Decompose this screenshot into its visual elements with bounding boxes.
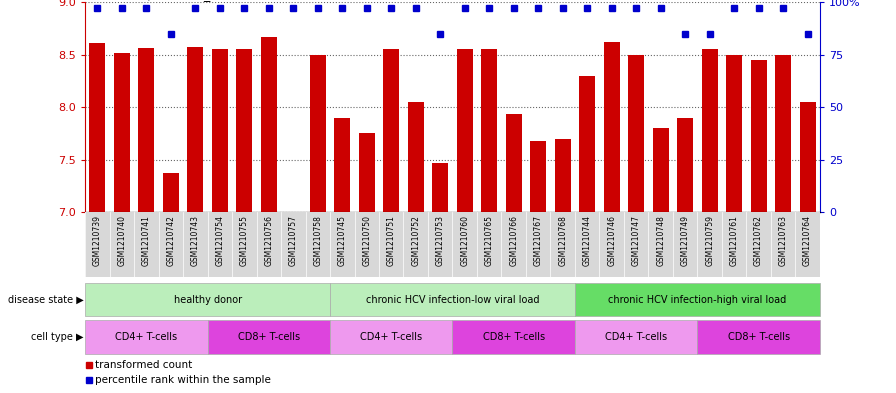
Text: GSM1210744: GSM1210744 <box>582 215 591 266</box>
Bar <box>751 60 767 212</box>
Bar <box>310 55 326 212</box>
Text: cell type ▶: cell type ▶ <box>30 332 83 342</box>
Bar <box>530 141 547 212</box>
Bar <box>579 75 595 212</box>
Text: CD8+ T-cells: CD8+ T-cells <box>237 332 300 342</box>
Bar <box>408 102 424 212</box>
Bar <box>702 49 718 212</box>
Text: CD8+ T-cells: CD8+ T-cells <box>483 332 545 342</box>
Bar <box>334 118 350 212</box>
Text: GSM1210748: GSM1210748 <box>656 215 665 266</box>
Text: GSM1210739: GSM1210739 <box>93 215 102 266</box>
Bar <box>457 49 473 212</box>
Bar <box>697 320 820 354</box>
Bar <box>775 55 791 212</box>
Text: GSM1210757: GSM1210757 <box>289 215 297 266</box>
Text: GSM1210747: GSM1210747 <box>632 215 641 266</box>
Text: CD4+ T-cells: CD4+ T-cells <box>360 332 422 342</box>
Text: GSM1210763: GSM1210763 <box>779 215 788 266</box>
Bar <box>114 53 130 212</box>
Bar <box>505 114 521 212</box>
Bar <box>163 173 179 212</box>
Bar <box>555 139 571 212</box>
Text: GSM1210745: GSM1210745 <box>338 215 347 266</box>
Text: CD8+ T-cells: CD8+ T-cells <box>728 332 789 342</box>
Bar <box>187 47 203 212</box>
Bar <box>575 283 820 316</box>
Text: GSM1210761: GSM1210761 <box>729 215 738 266</box>
Text: GSM1210765: GSM1210765 <box>485 215 494 266</box>
Bar <box>85 283 330 316</box>
Text: GSM1210751: GSM1210751 <box>387 215 396 266</box>
Text: GSM1210759: GSM1210759 <box>705 215 714 266</box>
Text: GSM1210760: GSM1210760 <box>461 215 470 266</box>
Text: chronic HCV infection-low viral load: chronic HCV infection-low viral load <box>366 295 539 305</box>
Bar <box>208 320 330 354</box>
Bar <box>452 320 575 354</box>
Bar <box>481 49 497 212</box>
Bar <box>237 49 253 212</box>
Text: GSM1210754: GSM1210754 <box>215 215 224 266</box>
Bar <box>575 320 697 354</box>
Bar <box>628 55 644 212</box>
Bar <box>138 48 154 212</box>
Text: GSM1210764: GSM1210764 <box>803 215 812 266</box>
Text: GSM1210750: GSM1210750 <box>362 215 371 266</box>
Text: disease state ▶: disease state ▶ <box>7 295 83 305</box>
Text: healthy donor: healthy donor <box>174 295 242 305</box>
Text: GSM1210758: GSM1210758 <box>314 215 323 266</box>
Text: CD4+ T-cells: CD4+ T-cells <box>605 332 668 342</box>
Text: GSM1210753: GSM1210753 <box>435 215 444 266</box>
Text: GSM1210755: GSM1210755 <box>240 215 249 266</box>
Text: GSM1210740: GSM1210740 <box>117 215 126 266</box>
Bar <box>604 42 620 212</box>
Text: GSM1210766: GSM1210766 <box>509 215 518 266</box>
Text: GDS4880 / 225763_at: GDS4880 / 225763_at <box>85 0 223 1</box>
Bar <box>652 128 668 212</box>
Text: GSM1210749: GSM1210749 <box>681 215 690 266</box>
Bar <box>90 43 106 212</box>
Text: GSM1210741: GSM1210741 <box>142 215 151 266</box>
Text: GSM1210743: GSM1210743 <box>191 215 200 266</box>
Text: GSM1210768: GSM1210768 <box>558 215 567 266</box>
Bar <box>726 55 742 212</box>
Text: GSM1210742: GSM1210742 <box>167 215 176 266</box>
Bar <box>799 102 815 212</box>
Text: transformed count: transformed count <box>95 360 193 370</box>
Bar <box>85 320 208 354</box>
Bar <box>677 118 694 212</box>
Text: CD4+ T-cells: CD4+ T-cells <box>116 332 177 342</box>
Text: chronic HCV infection-high viral load: chronic HCV infection-high viral load <box>608 295 787 305</box>
Bar <box>330 283 575 316</box>
Bar <box>330 320 452 354</box>
Text: percentile rank within the sample: percentile rank within the sample <box>95 375 271 385</box>
Bar <box>383 49 400 212</box>
Bar <box>432 163 448 212</box>
Bar <box>261 37 277 212</box>
Text: GSM1210752: GSM1210752 <box>411 215 420 266</box>
Text: GSM1210756: GSM1210756 <box>264 215 273 266</box>
Text: GSM1210762: GSM1210762 <box>754 215 763 266</box>
Text: GSM1210767: GSM1210767 <box>534 215 543 266</box>
Bar <box>358 133 375 212</box>
Text: GSM1210746: GSM1210746 <box>607 215 616 266</box>
Bar <box>211 49 228 212</box>
